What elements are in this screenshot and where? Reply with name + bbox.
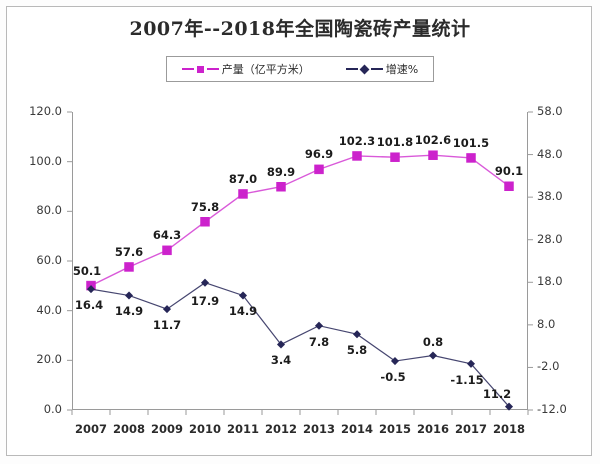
plot-area: [72, 112, 528, 410]
data-point-label: 101.8: [376, 135, 414, 150]
legend-item-growth: 增速%: [345, 61, 419, 77]
data-point-label: 75.8: [190, 199, 220, 214]
y-axis-left-tick-label: 100.0: [29, 153, 62, 168]
y-axis-right-tick-label: 8.0: [537, 316, 556, 331]
data-point-label: 102.6: [414, 133, 452, 148]
data-point-label: 87.0: [228, 171, 258, 186]
x-axis-tick-label: 2008: [112, 422, 145, 436]
y-axis-right-tick-label: 58.0: [537, 104, 563, 118]
data-point-label: 11.7: [152, 318, 182, 333]
y-axis-right-tick-label: -12.0: [537, 402, 567, 416]
data-point-label: 16.4: [74, 298, 104, 313]
x-axis-tick-label: 2012: [264, 422, 297, 436]
y-axis-right-tick-label: 48.0: [537, 146, 563, 161]
data-point-label: -0.5: [380, 370, 406, 385]
y-axis-left-tick-label: 120.0: [29, 104, 62, 118]
data-point-label: 90.1: [494, 164, 524, 179]
page-title: 2007年--2018年全国陶瓷砖产量统计: [129, 18, 471, 40]
diamond-marker-icon: [359, 64, 370, 74]
x-axis-tick-label: 2015: [378, 422, 411, 436]
x-axis-tick-label: 2013: [302, 422, 335, 436]
data-point-label: 11.2: [482, 386, 512, 401]
y-axis-left-tick-label: 0.0: [43, 402, 62, 416]
data-point-label: 89.9: [266, 164, 296, 179]
legend-line-growth-right: [370, 68, 383, 70]
y-axis-right-tick-label: 38.0: [537, 189, 563, 204]
y-axis-left-tick-label: 80.0: [36, 203, 62, 218]
x-axis-tick-label: 2017: [454, 422, 487, 436]
x-axis-tick-label: 2009: [150, 422, 183, 436]
data-point-label: 14.9: [228, 304, 258, 319]
data-point-label: 17.9: [190, 293, 220, 308]
x-axis-tick-label: 2010: [188, 422, 221, 436]
data-point-label: 5.8: [346, 343, 368, 358]
data-point-label: 101.5: [452, 135, 490, 150]
y-axis-left-tick-label: 40.0: [36, 302, 62, 317]
data-point-label: 3.4: [270, 353, 292, 368]
y-axis-right-tick-label: 28.0: [537, 231, 563, 246]
legend-line-production-right: [206, 68, 219, 70]
data-point-label: 96.9: [304, 147, 334, 162]
legend-item-production: 产量（亿平方米）: [181, 61, 310, 77]
y-axis-left-tick-label: 20.0: [36, 352, 62, 367]
legend-label-production: 产量（亿平方米）: [221, 63, 310, 76]
legend-line-production: [181, 68, 194, 70]
data-point-label: 7.8: [308, 334, 330, 349]
data-point-label: 57.6: [114, 244, 144, 259]
x-axis-tick-label: 2016: [416, 422, 449, 436]
square-marker-icon: [196, 65, 204, 73]
data-point-label: 0.8: [422, 334, 444, 349]
data-point-label: 64.3: [152, 228, 182, 243]
y-axis-left-tick-label: 60.0: [36, 253, 62, 267]
x-axis-tick-label: 2018: [492, 422, 525, 436]
chart-legend: 产量（亿平方米） 增速%: [166, 56, 434, 82]
data-point-label: 14.9: [114, 304, 144, 319]
y-axis-right-tick-label: -2.0: [537, 359, 560, 374]
data-point-label: 102.3: [338, 133, 376, 148]
legend-label-growth: 增速%: [385, 63, 419, 76]
legend-line-growth: [345, 68, 358, 70]
data-point-label: 50.1: [72, 263, 102, 278]
x-axis-tick-label: 2007: [74, 422, 107, 436]
x-axis-tick-label: 2011: [226, 422, 259, 436]
y-axis-right-tick-label: 18.0: [537, 274, 563, 289]
x-axis-tick-label: 2014: [340, 422, 373, 436]
data-point-label: -1.15: [450, 372, 484, 387]
